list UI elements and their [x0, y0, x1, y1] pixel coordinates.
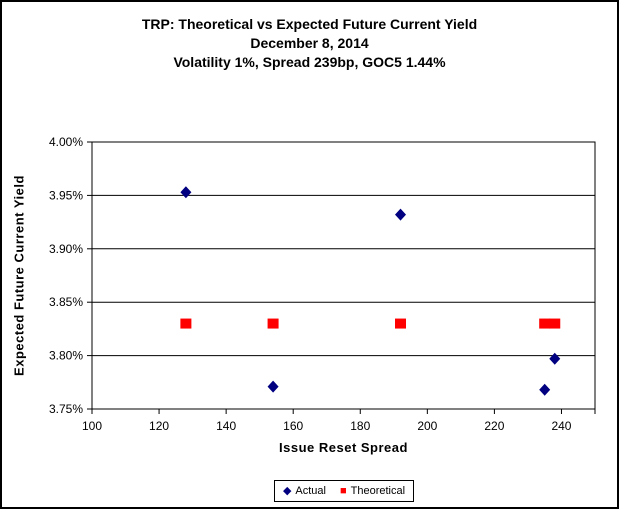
y-tick-label: 4.00% [49, 135, 83, 149]
theoretical-point [267, 318, 279, 329]
x-tick-label: 200 [417, 419, 437, 433]
x-tick-label: 220 [484, 419, 504, 433]
chart-title-block: TRP: Theoretical vs Expected Future Curr… [2, 15, 617, 72]
y-tick-label: 3.90% [49, 242, 83, 256]
x-axis-title: Issue Reset Spread [279, 440, 408, 455]
actual-point [549, 352, 561, 365]
actual-diamond-icon: ◆ [282, 484, 292, 497]
y-tick-label: 3.95% [49, 188, 83, 202]
x-tick-label: 180 [350, 419, 370, 433]
x-tick-label: 140 [216, 419, 236, 433]
legend: ◆ Actual ■ Theoretical [274, 480, 414, 502]
x-tick-label: 160 [283, 419, 303, 433]
theoretical-point [395, 318, 407, 329]
actual-point [395, 208, 407, 221]
chart-subtitle-params: Volatility 1%, Spread 239bp, GOC5 1.44% [173, 54, 446, 70]
y-tick-label: 3.80% [49, 349, 83, 363]
legend-label-theoretical: Theoretical [350, 485, 406, 497]
theoretical-point [180, 318, 192, 329]
y-axis-title: Expected Future Current Yield [11, 175, 27, 376]
legend-item-actual: ◆ Actual [283, 485, 326, 497]
x-tick-label: 100 [82, 419, 102, 433]
chart-title: TRP: Theoretical vs Expected Future Curr… [141, 16, 478, 32]
actual-point [267, 380, 279, 393]
x-tick-label: 120 [149, 419, 169, 433]
x-tick-label: 240 [551, 419, 571, 433]
theoretical-square-icon: ■ [339, 484, 347, 497]
legend-label-actual: Actual [295, 485, 326, 497]
theoretical-point [549, 318, 561, 329]
actual-point [539, 383, 551, 396]
y-tick-label: 3.85% [49, 295, 83, 309]
plot-border [91, 141, 596, 410]
y-tick-label: 3.75% [49, 402, 83, 416]
legend-item-theoretical: ■ Theoretical [340, 485, 405, 497]
actual-point [180, 186, 192, 199]
theoretical-point [539, 318, 551, 329]
chart-subtitle-date: December 8, 2014 [250, 35, 369, 51]
